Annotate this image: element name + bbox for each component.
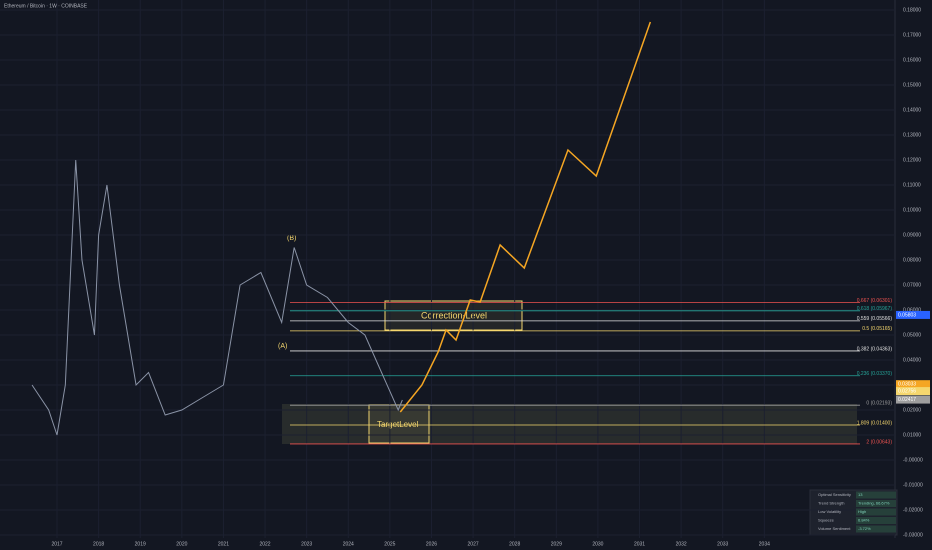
series-line bbox=[399, 21, 652, 413]
y-tick-label: 0.02000 bbox=[903, 407, 921, 413]
x-tick-label: 2028 bbox=[509, 541, 520, 547]
x-tick-label: 2031 bbox=[634, 541, 645, 547]
x-tick-label: 2027 bbox=[468, 541, 479, 547]
panel-cell bbox=[856, 525, 896, 533]
x-tick-label: 2026 bbox=[426, 541, 437, 547]
x-tick-label: 2021 bbox=[218, 541, 229, 547]
panel-value: 13 bbox=[858, 492, 863, 497]
y-tick-label: 0.09000 bbox=[903, 232, 921, 238]
y-tick-label: 0.06000 bbox=[903, 307, 921, 313]
panel-label: Optimal Sensitivity bbox=[818, 492, 851, 497]
y-tick-label: 0.11000 bbox=[903, 182, 921, 188]
price-tag bbox=[896, 387, 930, 396]
fib-label: 0.559 (0.05566) bbox=[857, 316, 893, 322]
x-tick-label: 2020 bbox=[176, 541, 187, 547]
y-tick-label: 0.16000 bbox=[903, 57, 921, 63]
x-tick-label: 2034 bbox=[759, 541, 770, 547]
y-tick-label: -0.02000 bbox=[903, 507, 923, 513]
y-tick-label: 0.12000 bbox=[903, 157, 921, 163]
chart-title: Ethereum / Bitcoin · 1W · COINBASE bbox=[4, 3, 88, 9]
price-tag-label: 0.02756 bbox=[898, 388, 916, 394]
price-tag-label: 0.05803 bbox=[898, 312, 916, 318]
x-tick-label: 2023 bbox=[301, 541, 312, 547]
panel-value: -3.72% bbox=[858, 526, 871, 531]
target-zone bbox=[282, 404, 857, 444]
price-tag bbox=[896, 310, 930, 319]
panel-label: Low Volatility bbox=[818, 509, 841, 514]
y-tick-label: -0.01000 bbox=[903, 482, 923, 488]
panel-cell bbox=[856, 491, 896, 499]
fib-label: 1.809 (0.01400) bbox=[857, 420, 893, 426]
x-tick-label: 2033 bbox=[717, 541, 728, 547]
panel-value: Trending, 66.67% bbox=[858, 501, 890, 506]
price-tag-label: 0.03033 bbox=[898, 382, 916, 388]
y-tick-label: 0.18000 bbox=[903, 7, 921, 13]
y-tick-label: 0.07000 bbox=[903, 282, 921, 288]
annotation: Correction-Level bbox=[421, 310, 487, 320]
y-tick-label: -0.03000 bbox=[903, 532, 923, 538]
fib-label: 0.5 (0.05165) bbox=[862, 326, 892, 332]
y-tick-label: 0.17000 bbox=[903, 32, 921, 38]
y-tick-label: 0.05000 bbox=[903, 332, 921, 338]
panel-label: Squeeze bbox=[818, 518, 835, 523]
panel-value: High bbox=[858, 509, 866, 514]
y-tick-label: 0.01000 bbox=[903, 432, 921, 438]
panel-cell bbox=[856, 517, 896, 524]
panel-value: 6.84% bbox=[858, 518, 870, 523]
fib-label: 0 (0.02193) bbox=[866, 401, 892, 407]
y-tick-label: 0.14000 bbox=[903, 107, 921, 113]
price-tag bbox=[896, 395, 930, 404]
fib-label: 2 (0.00643) bbox=[866, 439, 892, 445]
y-tick-label: 0.08000 bbox=[903, 257, 921, 263]
price-tag bbox=[896, 380, 930, 389]
correction-box bbox=[384, 300, 523, 331]
y-tick-label: 0.04000 bbox=[903, 357, 921, 363]
x-tick-label: 2030 bbox=[592, 541, 603, 547]
y-tick-label: 0.13000 bbox=[903, 132, 921, 138]
panel-cell bbox=[856, 508, 896, 516]
y-tick-label: -0.00000 bbox=[903, 457, 923, 463]
price-tag-label: 0.02417 bbox=[898, 397, 916, 403]
y-tick-label: 0.15000 bbox=[903, 82, 921, 88]
y-tick-label: 0.10000 bbox=[903, 207, 921, 213]
x-tick-label: 2017 bbox=[51, 541, 62, 547]
panel-label: Trend Strength bbox=[818, 501, 845, 506]
panel-label: Volume Sentiment bbox=[818, 526, 851, 531]
x-tick-label: 2024 bbox=[343, 541, 354, 547]
annotation: (B) bbox=[287, 235, 296, 242]
x-tick-label: 2022 bbox=[259, 541, 270, 547]
fib-label: 0.382 (0.04363) bbox=[857, 346, 893, 352]
x-tick-label: 2029 bbox=[551, 541, 562, 547]
annotation: (A) bbox=[278, 343, 287, 350]
series-line bbox=[31, 159, 403, 436]
x-tick-label: 2032 bbox=[676, 541, 687, 547]
x-tick-label: 2025 bbox=[384, 541, 395, 547]
fib-label: 0.667 (0.06301) bbox=[857, 298, 893, 304]
fib-label: 0.236 (0.03370) bbox=[857, 371, 893, 377]
x-tick-label: 2018 bbox=[93, 541, 104, 547]
fib-label: 0.618 (0.05967) bbox=[857, 306, 893, 312]
panel-cell bbox=[856, 500, 896, 507]
x-tick-label: 2019 bbox=[135, 541, 146, 547]
